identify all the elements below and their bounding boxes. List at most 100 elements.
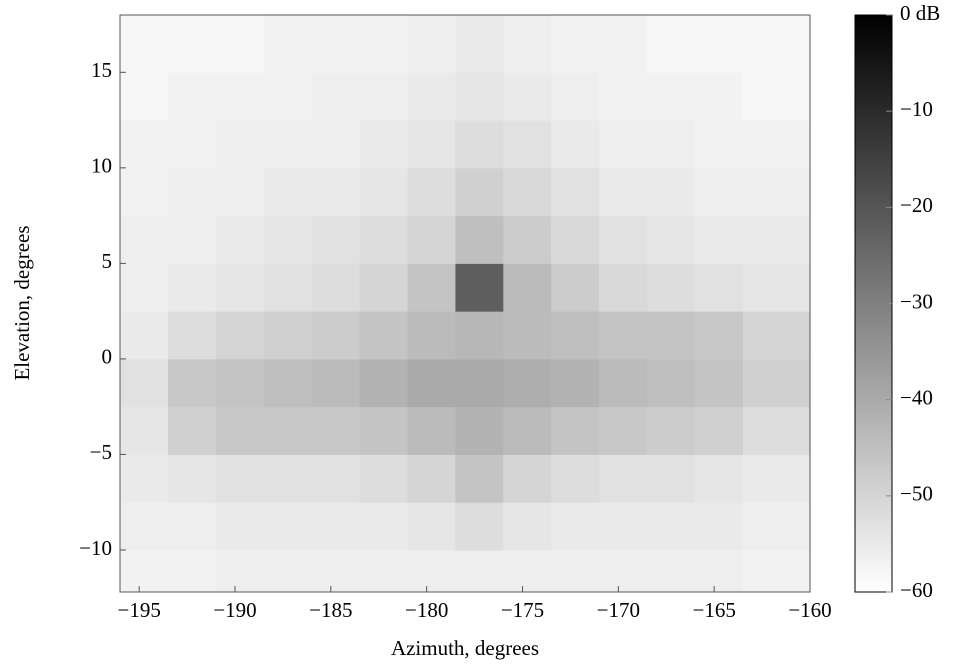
- heat-cell: [167, 502, 217, 551]
- heat-cell: [215, 120, 265, 169]
- heat-cell: [503, 72, 552, 121]
- heat-cell: [120, 215, 169, 264]
- heat-cell: [503, 167, 552, 217]
- heat-cell: [167, 15, 217, 73]
- heat-cell: [263, 454, 313, 503]
- heat-cell: [359, 406, 408, 455]
- heat-cell: [455, 167, 504, 217]
- x-tick-label: −180: [405, 598, 448, 622]
- heat-cell: [407, 502, 456, 551]
- heat-cell: [120, 549, 169, 593]
- y-tick-label: 10: [91, 154, 112, 178]
- heat-cell: [215, 406, 265, 455]
- heat-cell: [742, 215, 811, 264]
- y-tick-label: −10: [79, 536, 112, 560]
- heat-cell: [215, 72, 265, 121]
- heat-cell: [167, 311, 217, 360]
- heat-cell: [695, 454, 744, 503]
- heat-cell: [695, 72, 744, 121]
- heat-cell: [215, 15, 265, 73]
- y-tick-label: −5: [90, 440, 112, 464]
- heat-cell: [359, 167, 408, 217]
- heat-cell: [742, 263, 811, 312]
- heat-cell: [359, 263, 408, 312]
- heat-cell: [551, 549, 600, 593]
- heat-cell: [359, 120, 408, 169]
- heat-cell: [311, 358, 361, 408]
- heat-cell: [455, 311, 504, 360]
- heat-cell: [311, 311, 361, 360]
- heat-cell: [167, 72, 217, 121]
- heat-cell: [167, 167, 217, 217]
- heat-cell: [599, 502, 648, 551]
- heat-cell: [551, 311, 600, 360]
- heat-cell: [647, 311, 696, 360]
- heat-cell: [695, 311, 744, 360]
- heat-cell: [407, 263, 456, 312]
- heat-cell: [599, 167, 648, 217]
- heat-cell: [455, 454, 504, 503]
- heat-cell: [120, 120, 169, 169]
- heat-cell: [407, 72, 456, 121]
- heat-cell: [215, 549, 265, 593]
- heat-cell: [742, 72, 811, 121]
- colorbar-tick-label: −50: [900, 482, 933, 506]
- heat-cell: [551, 406, 600, 455]
- heat-cell: [215, 358, 265, 408]
- heat-cell: [215, 454, 265, 503]
- heat-cell: [215, 215, 265, 264]
- heat-cell: [599, 120, 648, 169]
- heat-cell: [455, 358, 504, 408]
- heat-cell: [407, 358, 456, 408]
- heat-cell: [311, 120, 361, 169]
- heat-cell: [359, 311, 408, 360]
- heat-cell: [647, 358, 696, 408]
- y-axis-label: Elevation, degrees: [10, 225, 34, 380]
- heat-cell: [407, 167, 456, 217]
- heat-cell: [167, 120, 217, 169]
- colorbar: [854, 14, 893, 593]
- heat-cell: [695, 502, 744, 551]
- heat-cell: [551, 215, 600, 264]
- heat-cell: [599, 215, 648, 264]
- heat-cell: [551, 72, 600, 121]
- heat-cell: [647, 215, 696, 264]
- heat-cell: [455, 406, 504, 455]
- heat-cell: [503, 502, 552, 551]
- x-axis-label: Azimuth, degrees: [391, 636, 539, 660]
- heat-cell: [263, 311, 313, 360]
- heat-cell: [167, 549, 217, 593]
- heat-cell: [215, 167, 265, 217]
- heat-cell: [167, 454, 217, 503]
- heat-cell: [503, 263, 552, 312]
- heat-cell: [551, 120, 600, 169]
- heat-cell: [695, 549, 744, 593]
- heat-cell: [551, 454, 600, 503]
- heat-cell: [742, 454, 811, 503]
- heat-cell: [120, 454, 169, 503]
- heat-cell: [647, 454, 696, 503]
- heat-cell: [407, 454, 456, 503]
- heat-cell: [503, 15, 552, 73]
- heat-cell: [311, 215, 361, 264]
- heat-cell: [215, 502, 265, 551]
- heat-cell: [551, 15, 600, 73]
- colorbar-tick-label: 0 dB: [900, 1, 940, 25]
- heat-cell: [647, 406, 696, 455]
- heat-cell: [407, 15, 456, 73]
- heat-cell: [742, 15, 811, 73]
- colorbar-tick-label: −10: [900, 97, 933, 121]
- heat-cell: [263, 358, 313, 408]
- heat-cell: [167, 358, 217, 408]
- heat-cell: [695, 120, 744, 169]
- heat-cell: [551, 167, 600, 217]
- heat-cell: [599, 406, 648, 455]
- heat-cell: [263, 502, 313, 551]
- heat-cell: [407, 215, 456, 264]
- heat-cell: [599, 72, 648, 121]
- heat-cell: [503, 454, 552, 503]
- heat-cell: [599, 15, 648, 73]
- heat-cell: [455, 120, 504, 169]
- heat-cell: [599, 263, 648, 312]
